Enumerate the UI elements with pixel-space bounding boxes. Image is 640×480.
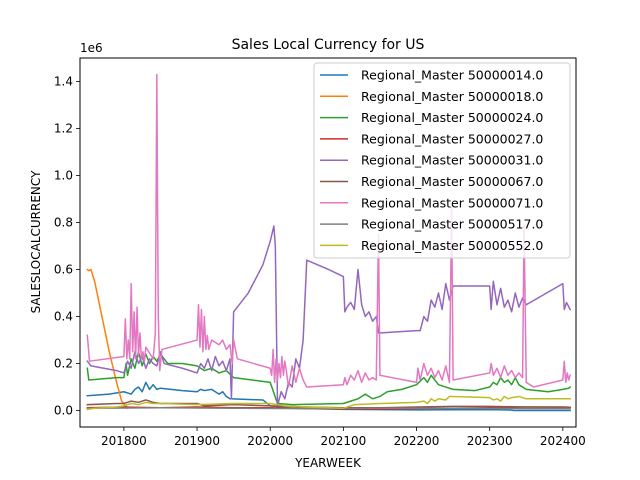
y-offset-label: 1e6: [80, 41, 103, 55]
x-tick-label: 202100: [320, 434, 366, 448]
legend-label-9: Regional_Master 50000552.0: [361, 238, 543, 253]
series-line-9: [86, 395, 571, 411]
x-axis-label: YEARWEEK: [294, 456, 362, 470]
chart-title: Sales Local Currency for US: [232, 37, 425, 53]
x-tick-label: 202200: [394, 434, 440, 448]
series-group: [86, 73, 572, 412]
x-tick-label: 201900: [174, 434, 220, 448]
y-tick-label: 0.8: [54, 216, 73, 230]
y-tick-label: 1.4: [54, 75, 73, 89]
y-tick-label: 0.6: [54, 263, 73, 277]
y-axis-label: SALESLOCALCURRENCY: [29, 170, 43, 313]
x-tick-label: 202400: [540, 434, 586, 448]
x-tick-label: 202000: [247, 434, 293, 448]
x-tick-label: 201800: [101, 434, 147, 448]
legend-label-6: Regional_Master 50000067.0: [361, 174, 543, 189]
y-tick-label: 0.0: [54, 404, 73, 418]
series-line-6: [86, 399, 571, 409]
y-tick-label: 1.0: [54, 169, 73, 183]
series-line-2: [86, 268, 129, 410]
legend-label-3: Regional_Master 50000024.0: [361, 110, 543, 125]
y-axis: 0.0 0.2 0.4 0.6 0.8 1.0 1.2 1.4: [54, 75, 80, 418]
x-tick-label: 202300: [467, 434, 513, 448]
y-tick-label: 0.2: [54, 357, 73, 371]
plot-area: [79, 57, 577, 428]
y-tick-label: 1.2: [54, 122, 73, 136]
series-line-5: [86, 225, 572, 407]
legend-label-8: Regional_Master 50000517.0: [361, 217, 543, 232]
legend-label-5: Regional_Master 50000031.0: [361, 153, 543, 168]
legend-label-4: Regional_Master 50000027.0: [361, 131, 543, 146]
legend-frame: [313, 62, 571, 259]
legend-label-2: Regional_Master 50000018.0: [361, 89, 543, 104]
legend-label-7: Regional_Master 50000071.0: [361, 195, 543, 210]
legend-label-1: Regional_Master 50000014.0: [361, 68, 543, 83]
x-axis: 201800 201900 202000 202100 202200 202300 2024…: [101, 427, 586, 448]
series-line-7: [86, 73, 572, 388]
legend: Regional_Master 50000014.0 Regional_Maste…: [313, 62, 571, 259]
y-tick-label: 0.4: [54, 310, 73, 324]
plot-frame: [79, 57, 577, 428]
